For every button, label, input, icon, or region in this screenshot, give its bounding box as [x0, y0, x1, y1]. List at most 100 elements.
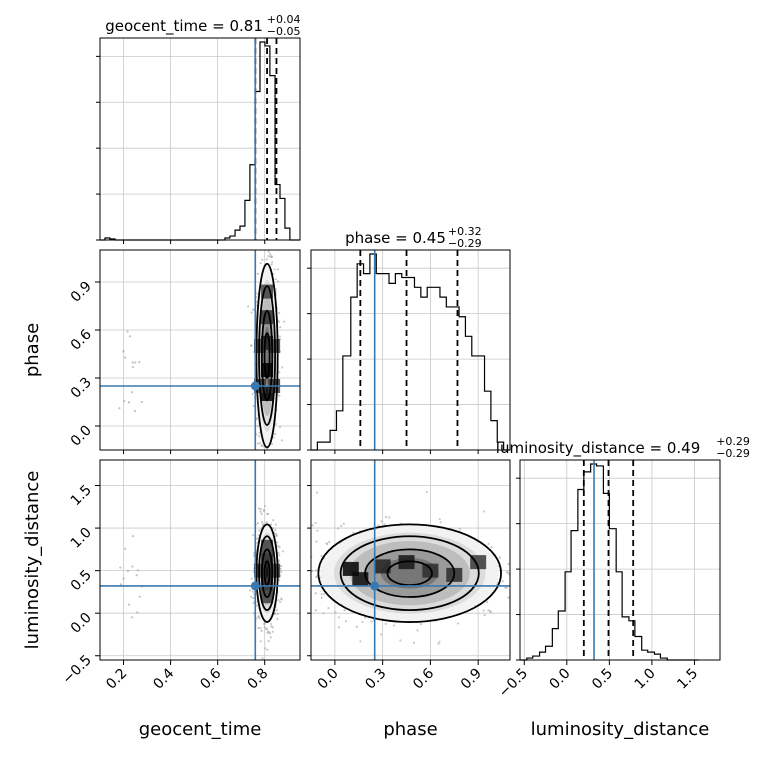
ytick-label-luminosity_distance-1: 0.0: [68, 610, 95, 637]
sample-point: [260, 499, 262, 501]
sample-point: [521, 576, 523, 578]
sample-point: [269, 636, 272, 639]
sample-point: [265, 258, 268, 261]
xaxis-label-geocent_time: geocent_time: [139, 719, 262, 740]
sample-point: [259, 510, 262, 513]
panel-frame-geocent_time: [99, 37, 301, 241]
sample-point: [260, 520, 264, 524]
sample-point: [270, 625, 273, 628]
sample-point: [275, 534, 279, 537]
sample-point: [278, 335, 281, 338]
sample-point: [278, 463, 280, 465]
sample-point: [278, 311, 281, 315]
sample-point: [482, 609, 485, 612]
panel-frame-geocent_time|phase: [99, 249, 301, 451]
sample-point: [505, 586, 508, 589]
sample-point: [380, 520, 383, 523]
sample-point: [252, 596, 255, 599]
outlier-point: [122, 577, 125, 580]
sample-point: [303, 575, 305, 577]
density-layer: [100, 250, 523, 660]
sample-point: [250, 577, 253, 580]
sample-point: [260, 453, 262, 455]
sample-point: [311, 570, 314, 573]
sample-point: [486, 601, 489, 604]
sample-point: [320, 596, 323, 599]
sample-point: [359, 640, 362, 643]
sample-point: [248, 589, 252, 592]
ytick-label-phase-2: 0.6: [68, 326, 95, 353]
sample-point: [344, 620, 347, 623]
outlier-point: [119, 583, 123, 586]
sample-point: [278, 426, 282, 429]
xtick-label-geocent_time-3: 0.8: [244, 666, 271, 693]
sample-point: [269, 252, 272, 256]
sample-point: [278, 371, 281, 374]
sample-point: [259, 508, 263, 511]
sample-point: [399, 639, 402, 642]
sample-point: [277, 280, 280, 283]
contour-2: [364, 548, 456, 598]
sample-point: [261, 523, 265, 526]
sample-point: [276, 617, 279, 621]
xaxis-label-phase: phase: [383, 719, 437, 740]
sample-point: [314, 522, 317, 525]
sample-point: [297, 556, 299, 558]
sample-point: [278, 394, 281, 397]
sample-point: [262, 508, 266, 512]
sample-point: [311, 524, 314, 527]
sample-point: [279, 600, 282, 604]
sample-point: [275, 608, 278, 612]
sample-point: [256, 424, 259, 428]
sample-point: [252, 404, 255, 408]
outlier-point: [131, 535, 135, 538]
sample-point: [280, 598, 283, 601]
sample-point: [520, 549, 522, 551]
sample-point: [273, 268, 276, 271]
sample-point: [320, 593, 323, 596]
sample-point: [279, 564, 283, 568]
sample-point: [270, 442, 274, 445]
outlier-point: [136, 569, 140, 572]
sample-point: [513, 568, 515, 570]
ytick-label-luminosity_distance-0: −0.5: [59, 652, 94, 687]
panel-title-luminosity_distance: luminosity_distance = 0.49 +0.29−0.29: [496, 435, 750, 460]
sample-point: [507, 596, 510, 599]
histogram-geocent_time: [100, 41, 300, 241]
outlier-point: [131, 616, 134, 619]
sample-point: [278, 554, 281, 557]
sample-point: [296, 559, 298, 561]
sample-point: [280, 570, 283, 573]
ytick-label-phase-0: 0.0: [68, 423, 95, 450]
sample-point: [267, 255, 270, 258]
sample-point: [383, 523, 386, 526]
title-minus-luminosity_distance: −0.29: [716, 447, 750, 460]
contour-0: [255, 523, 279, 623]
outlier-point: [131, 361, 134, 364]
sample-point: [439, 521, 442, 524]
density-cell-2: [374, 559, 391, 574]
outlier-point: [123, 400, 126, 403]
sample-point: [300, 563, 302, 565]
sample-point: [277, 321, 280, 324]
sample-point: [438, 518, 441, 521]
sample-point: [250, 311, 253, 314]
outlier-point: [131, 365, 135, 369]
panel-2d-phase|luminosity_distance: [296, 460, 523, 660]
sample-point: [364, 616, 367, 619]
sample-point: [281, 550, 284, 553]
sample-point: [252, 601, 255, 605]
sample-point: [274, 523, 278, 526]
sample-point: [315, 575, 318, 579]
sample-point: [438, 640, 441, 644]
title-plus-luminosity_distance: +0.29: [716, 435, 750, 448]
sample-point: [274, 528, 277, 532]
sample-point: [370, 620, 373, 623]
outlier-point: [126, 330, 129, 333]
histogram-luminosity_distance: [520, 463, 699, 661]
sample-point: [416, 629, 419, 632]
outlier-point: [124, 356, 127, 359]
sample-point: [266, 513, 269, 516]
sample-point: [283, 320, 286, 323]
sample-point: [261, 657, 264, 660]
